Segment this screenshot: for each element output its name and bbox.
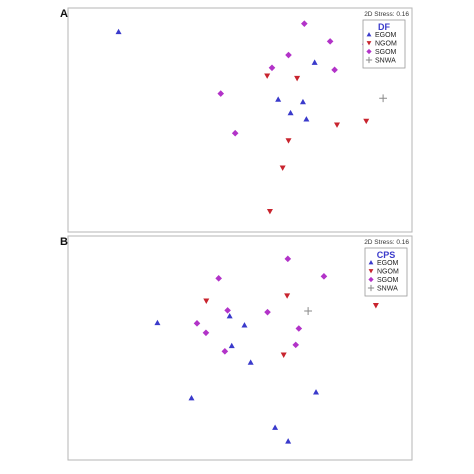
panel-b-legend-title: CPS <box>377 250 396 260</box>
panel-a-point-egom-1 <box>311 59 318 65</box>
panel-a-points <box>115 20 388 215</box>
panel-b-points <box>154 255 379 444</box>
panel-b-point-sgom-1 <box>215 275 222 282</box>
panel-a-point-sgom-1 <box>326 38 334 45</box>
panel-b-point-sgom-3 <box>224 307 231 314</box>
panel-a-legend-label-ngom: NGOM <box>375 41 397 48</box>
panel-b-legend-label-egom: EGOM <box>377 260 399 267</box>
panel-b-point-sgom-9 <box>292 341 300 349</box>
panel-a-point-sgom-5 <box>331 66 338 74</box>
panel-a-frame <box>67 7 413 233</box>
panel-b-point-ngom-0 <box>203 298 210 304</box>
panel-a-point-snwa-0 <box>379 94 388 103</box>
panel-a-point-ngom-3 <box>363 118 370 125</box>
panel-b-frame <box>67 235 413 461</box>
panel-a-point-sgom-4 <box>268 64 276 72</box>
panel-a-point-ngom-0 <box>264 73 271 79</box>
panel-b-point-egom-5 <box>188 394 195 401</box>
panel-b-point-egom-2 <box>241 322 248 328</box>
panel-a-point-egom-0 <box>115 28 122 35</box>
panel-b-legend-label-ngom: NGOM <box>377 269 399 276</box>
panel-b-point-sgom-4 <box>264 308 271 316</box>
panel-b-legend-marker-ngom <box>368 269 374 274</box>
panel-a-legend-marker-snwa <box>365 56 373 64</box>
panel-b-point-ngom-2 <box>372 303 379 309</box>
panel-a-point-sgom-0 <box>301 20 308 27</box>
panel-a-point-egom-3 <box>299 98 306 105</box>
panel-a-stress: 2D Stress: 0.16 <box>364 11 409 18</box>
panel-b-point-snwa-0 <box>304 307 313 315</box>
panel-b-point-sgom-2 <box>320 273 328 280</box>
panel-a-point-sgom-6 <box>217 90 225 97</box>
panel-b-point-egom-6 <box>313 389 320 395</box>
panel-a-point-ngom-1 <box>294 75 301 82</box>
panel-a-legend-marker-egom <box>366 32 372 37</box>
panel-a-point-sgom-7 <box>231 129 239 137</box>
panel-b-point-egom-4 <box>247 359 254 365</box>
panel-b-point-egom-7 <box>272 424 279 430</box>
panel-b-legend-label-snwa: SNWA <box>377 286 398 293</box>
panel-b-point-ngom-3 <box>280 352 287 358</box>
panel-a-point-sgom-3 <box>285 51 292 59</box>
panel-b-label: B <box>60 236 68 248</box>
panel-b-point-sgom-5 <box>193 320 201 327</box>
panel-a-point-ngom-6 <box>266 208 273 215</box>
panel-b-legend-marker-snwa <box>367 284 375 292</box>
panel-b-point-egom-1 <box>226 312 233 319</box>
panel-a-point-ngom-5 <box>279 165 286 171</box>
panel-b-point-sgom-7 <box>202 329 210 337</box>
panel-b-point-sgom-0 <box>284 255 292 263</box>
panel-a-legend-label-egom: EGOM <box>375 32 397 39</box>
panel-a-point-egom-4 <box>287 109 294 116</box>
panel-b-legend-marker-egom <box>368 260 374 265</box>
panel-a-label: A <box>60 8 68 20</box>
panel-a-point-ngom-4 <box>285 138 292 144</box>
panel-a-legend-title: DF <box>378 22 390 32</box>
panel-a-legend-label-snwa: SNWA <box>375 58 396 65</box>
panel-b-point-sgom-8 <box>221 348 229 355</box>
panel-b-legend-label-sgom: SGOM <box>377 277 399 284</box>
panel-a-point-egom-5 <box>303 116 310 122</box>
panel-b-point-ngom-1 <box>284 293 291 299</box>
panel-b-legend-marker-sgom <box>368 276 374 283</box>
panel-b-point-egom-0 <box>154 319 161 326</box>
panel-b-point-egom-3 <box>228 342 235 349</box>
panel-a-legend-marker-sgom <box>366 48 372 55</box>
panel-a-point-ngom-2 <box>334 122 341 128</box>
panel-a-legend-label-sgom: SGOM <box>375 49 397 56</box>
panel-a-legend-marker-ngom <box>366 41 372 46</box>
panel-b-stress: 2D Stress: 0.16 <box>364 239 409 246</box>
panel-b-point-sgom-6 <box>295 325 303 332</box>
panel-a-point-egom-2 <box>275 96 282 102</box>
panel-b-point-egom-8 <box>285 438 292 444</box>
